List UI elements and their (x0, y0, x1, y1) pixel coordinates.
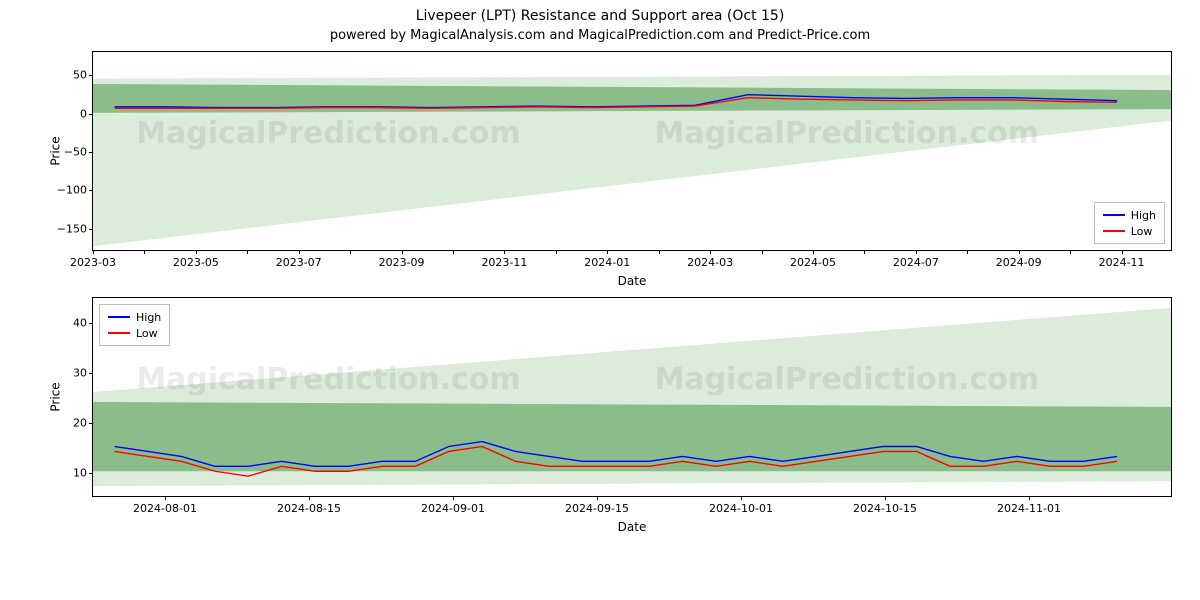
main-title: Livepeer (LPT) Resistance and Support ar… (12, 8, 1188, 24)
ytick-label: −150 (57, 222, 93, 235)
xtick-label: 2024-08-01 (133, 496, 197, 515)
legend-label: Low (1131, 225, 1153, 238)
chart-bottom-svg (93, 298, 1171, 496)
ytick-label: −100 (57, 184, 93, 197)
xlabel-bottom: Date (618, 520, 647, 534)
xtick-label: 2023-11 (481, 250, 527, 269)
legend-swatch (1103, 230, 1125, 232)
xtick-label: 2024-03 (687, 250, 733, 269)
chart-top-svg (93, 52, 1171, 250)
xtick-label: 2024-11-01 (997, 496, 1061, 515)
legend: High Low (1094, 202, 1165, 244)
ylabel-bottom: Price (49, 382, 63, 411)
legend-item: High (1103, 207, 1156, 223)
legend: High Low (99, 304, 170, 346)
ylabel-top: Price (49, 136, 63, 165)
chart-top: Price Date −150−100−500502023-032023-052… (92, 51, 1172, 251)
legend-label: Low (136, 327, 158, 340)
xtick-label: 2023-09 (379, 250, 425, 269)
chart-bottom: Price Date 102030402024-08-012024-08-152… (92, 297, 1172, 497)
xtick-label: 2024-10-01 (709, 496, 773, 515)
legend-swatch (108, 316, 130, 318)
xtick-label: 2024-11 (1099, 250, 1145, 269)
legend-swatch (1103, 214, 1125, 216)
xtick-label: 2024-08-15 (277, 496, 341, 515)
xtick-label: 2024-05 (790, 250, 836, 269)
xtick-label: 2023-03 (70, 250, 116, 269)
legend-label: High (1131, 209, 1156, 222)
sub-title: powered by MagicalAnalysis.com and Magic… (12, 28, 1188, 43)
xtick-label: 2024-07 (893, 250, 939, 269)
xtick-label: 2023-05 (173, 250, 219, 269)
title-block: Livepeer (LPT) Resistance and Support ar… (12, 8, 1188, 43)
legend-item: Low (1103, 223, 1156, 239)
xtick-label: 2023-07 (276, 250, 322, 269)
xtick-label: 2024-10-15 (853, 496, 917, 515)
xtick-label: 2024-09-15 (565, 496, 629, 515)
legend-swatch (108, 332, 130, 334)
xtick-label: 2024-01 (584, 250, 630, 269)
legend-label: High (136, 311, 161, 324)
legend-item: Low (108, 325, 161, 341)
legend-item: High (108, 309, 161, 325)
xlabel-top: Date (618, 274, 647, 288)
xtick-label: 2024-09-01 (421, 496, 485, 515)
xtick-label: 2024-09 (996, 250, 1042, 269)
